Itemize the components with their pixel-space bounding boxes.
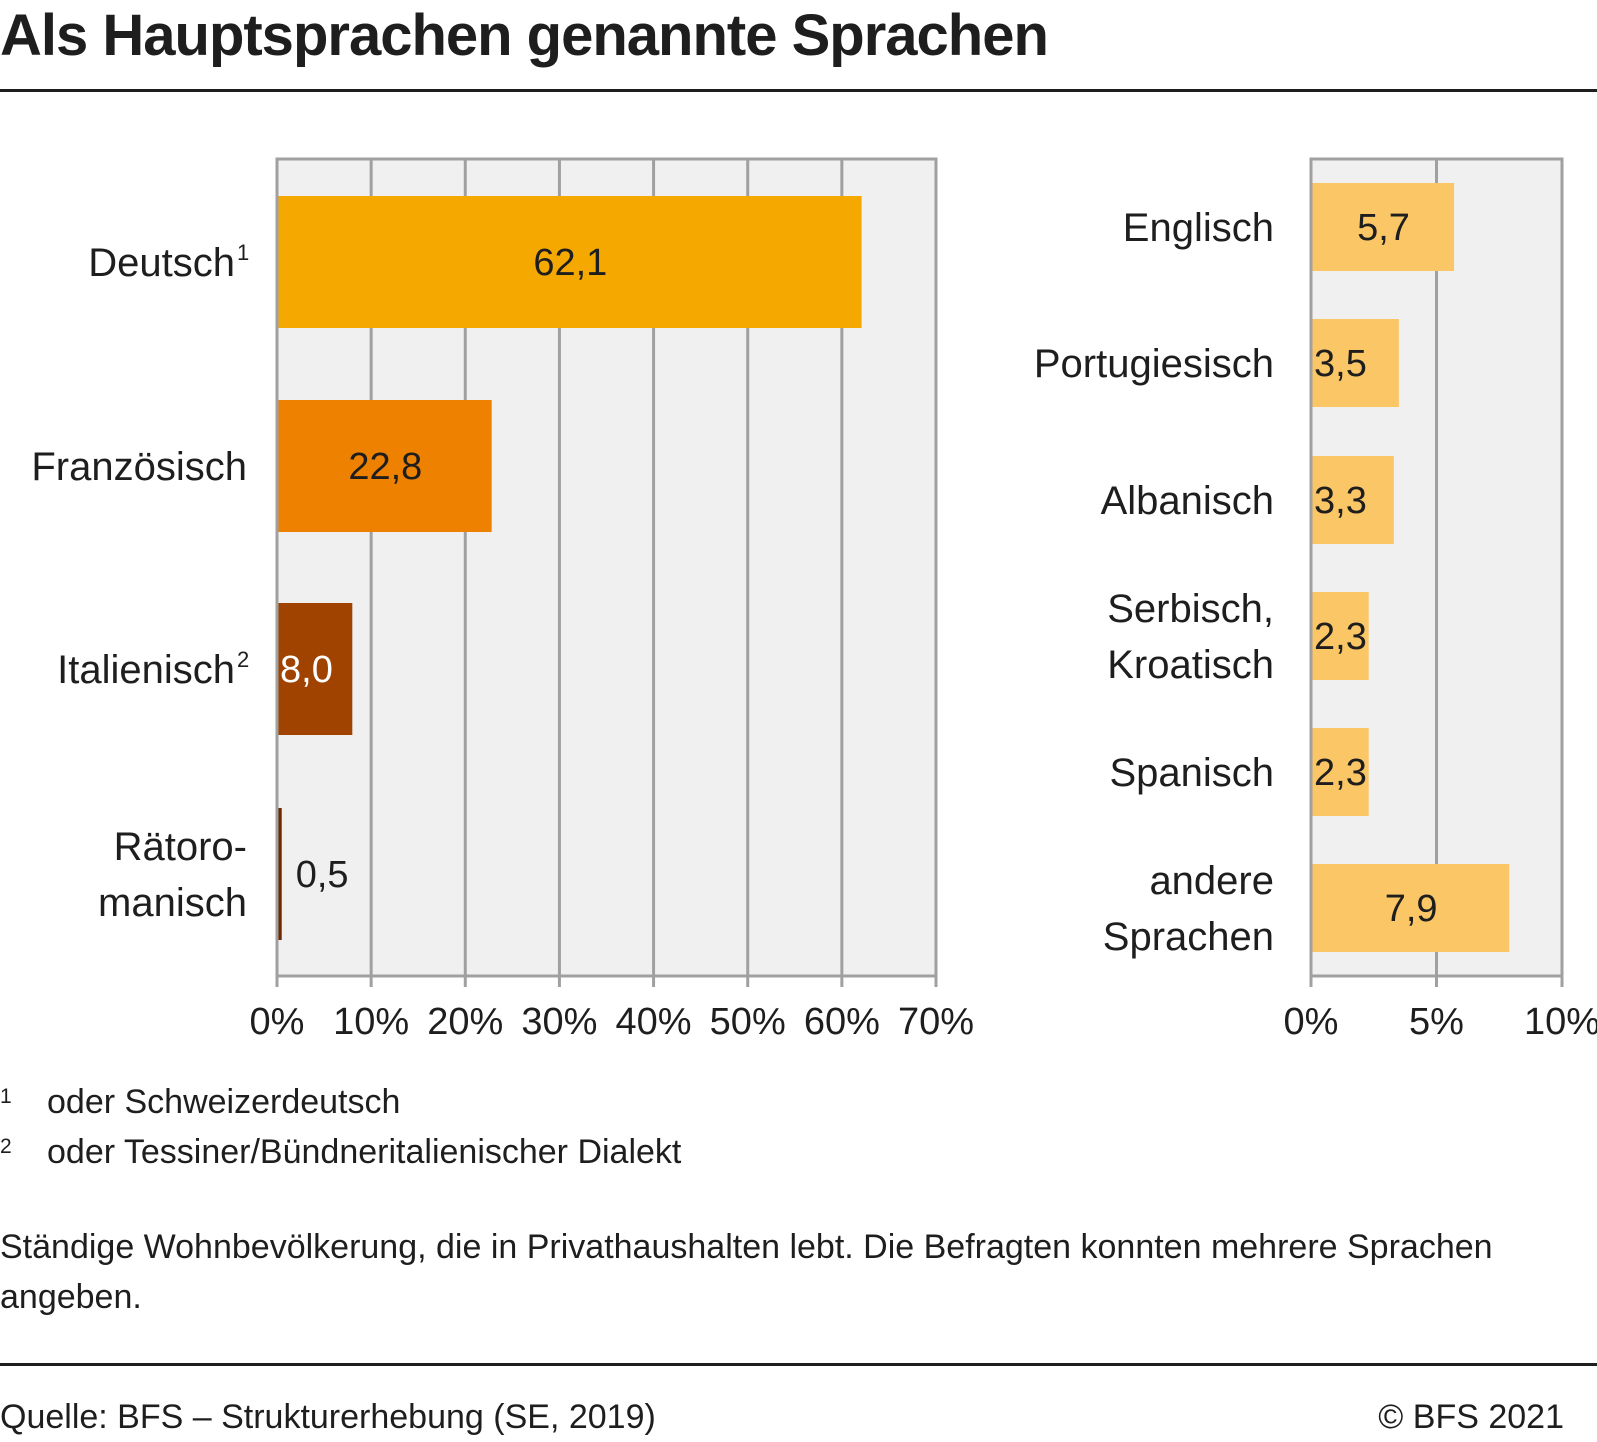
value-label: 2,3 bbox=[1314, 752, 1367, 794]
bar-5 bbox=[1312, 728, 1369, 816]
value-label: 0,5 bbox=[296, 854, 349, 896]
value-label: 3,5 bbox=[1314, 343, 1367, 385]
value-label: 5,7 bbox=[1357, 207, 1410, 249]
footnote-2: oder Tessiner/Bündneritalienischer Diale… bbox=[47, 1133, 682, 1171]
title-rule bbox=[0, 89, 1597, 92]
value-label: 62,1 bbox=[533, 242, 607, 284]
chart-main: 0% 10% 20% 30% 40% 50% 60% 70% 62,1 Deutsch 1 22,8 F… bbox=[31, 157, 974, 1043]
value-label: 2,3 bbox=[1314, 616, 1367, 658]
x-tick-label: 10% bbox=[333, 1001, 409, 1043]
copyright-note: © BFS 2021 bbox=[1378, 1398, 1564, 1436]
x-tick-label: 0% bbox=[1284, 1001, 1339, 1043]
category-label: manisch bbox=[98, 881, 247, 925]
value-label: 8,0 bbox=[280, 649, 333, 691]
bar-1 bbox=[278, 196, 862, 328]
chart-other: 0% 5% 10% 5,7 Englisch 3,5 Portugiesisch 3,3 Alb… bbox=[1034, 157, 1597, 1043]
footnote-marker: 2 bbox=[237, 647, 249, 672]
footnote-marker: 1 bbox=[237, 240, 249, 265]
category-label: Portugiesisch bbox=[1034, 342, 1274, 386]
footnote-mark-2: 2 bbox=[0, 1135, 12, 1158]
x-tick-label: 30% bbox=[521, 1001, 597, 1043]
footer-rule bbox=[0, 1363, 1597, 1366]
bar-2 bbox=[1312, 319, 1399, 407]
bar-2 bbox=[278, 400, 492, 532]
category-label: andere bbox=[1149, 859, 1274, 903]
bar-3 bbox=[278, 603, 353, 735]
category-label: Spanisch bbox=[1109, 751, 1274, 795]
bar-1 bbox=[1312, 183, 1455, 271]
bar-6 bbox=[1312, 864, 1510, 952]
bar-4 bbox=[278, 808, 282, 940]
x-tick-label: 60% bbox=[804, 1001, 880, 1043]
bar-3 bbox=[1312, 456, 1394, 544]
x-tick-label: 0% bbox=[250, 1001, 305, 1043]
category-label: Kroatisch bbox=[1107, 643, 1274, 687]
chart-title: Als Hauptsprachen genannte Sprachen bbox=[0, 3, 1049, 68]
x-tick-label: 50% bbox=[710, 1001, 786, 1043]
category-label: Albanisch bbox=[1101, 479, 1274, 523]
category-label: Serbisch, bbox=[1107, 587, 1274, 631]
category-label: Französisch bbox=[31, 445, 247, 489]
category-label: Sprachen bbox=[1103, 915, 1274, 959]
source-note: Quelle: BFS – Strukturerhebung (SE, 2019… bbox=[0, 1398, 656, 1436]
value-label: 7,9 bbox=[1385, 888, 1438, 930]
bar-4 bbox=[1312, 592, 1369, 680]
value-label: 3,3 bbox=[1314, 480, 1367, 522]
x-tick-label: 20% bbox=[427, 1001, 503, 1043]
category-label: Englisch bbox=[1123, 206, 1274, 250]
description-note: Ständige Wohnbevölkerung, die in Privath… bbox=[0, 1228, 1493, 1316]
footnote-mark-1: 1 bbox=[0, 1085, 12, 1108]
footnote-1: oder Schweizerdeutsch bbox=[47, 1083, 401, 1121]
category-label: Deutsch bbox=[88, 241, 235, 285]
x-tick-label: 10% bbox=[1524, 1001, 1597, 1043]
value-label: 22,8 bbox=[348, 446, 422, 488]
x-tick-label: 40% bbox=[616, 1001, 692, 1043]
category-label: Rätoro- bbox=[114, 825, 247, 869]
x-tick-label: 5% bbox=[1409, 1001, 1464, 1043]
category-label: Italienisch bbox=[57, 648, 235, 692]
x-tick-label: 70% bbox=[898, 1001, 974, 1043]
